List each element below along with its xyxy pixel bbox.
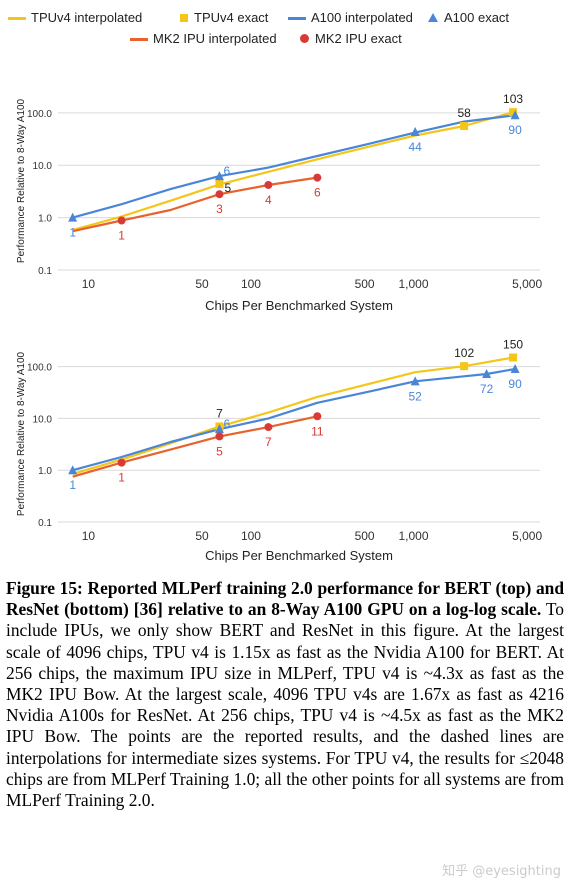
legend-label-a100-interpolated: A100 interpolated (311, 10, 413, 25)
resnet-tpuv4-point-2 (509, 353, 518, 362)
legend-tpuv4-line-swatch (8, 17, 26, 20)
legend-a100-line-swatch (288, 17, 306, 20)
resnet-xtick-0: 10 (82, 529, 96, 543)
resnet-data-label-5: 72 (480, 382, 494, 396)
bert-xtick-2: 100 (241, 277, 261, 291)
resnet-data-label-9: 5 (216, 444, 223, 458)
resnet-mk2-ipu-point-3 (313, 412, 322, 421)
legend-ipu-dot-swatch (300, 34, 309, 43)
resnet-data-label-0: 150 (503, 337, 523, 351)
bert-mk2-ipu-point-0 (117, 216, 126, 225)
legend-tpuv4-square-swatch (180, 14, 188, 22)
legend-label-tpuv4-interpolated: TPUv4 interpolated (31, 10, 143, 25)
resnet-a100-point-3 (482, 369, 492, 379)
resnet-a100-point-2 (410, 376, 420, 386)
resnet-data-label-7: 1 (69, 478, 76, 492)
bert-mk2-ipu-point-1 (215, 190, 224, 199)
bert-data-label-8: 3 (216, 202, 223, 216)
bert-data-label-3: 6 (223, 164, 230, 178)
bert-x-axis-title: Chips Per Benchmarked System (205, 298, 393, 313)
bert-chart: 0.1 1.0 10.0 100.0 10 50 100 500 1,000 5,000 Chips… (16, 92, 542, 313)
bert-data-label-6: 1 (69, 226, 76, 240)
resnet-tpuv4-line (72, 356, 514, 475)
resnet-ytick-2: 10.0 (33, 414, 53, 425)
legend-label-a100-exact: A100 exact (444, 10, 510, 25)
bert-a100-point-3 (510, 110, 520, 120)
bert-mk2-ipu-point-3 (313, 173, 322, 182)
resnet-ytick-1: 1.0 (38, 466, 52, 477)
bert-xtick-4: 1,000 (398, 277, 428, 291)
legend-label-ipu-exact: MK2 IPU exact (315, 31, 402, 46)
bert-data-label-10: 6 (314, 186, 321, 200)
watermark: 知乎 @eyesighting (442, 864, 561, 879)
bert-xtick-5: 5,000 (512, 277, 542, 291)
resnet-mk2-ipu-point-1 (215, 432, 224, 441)
resnet-a100-point-4 (510, 363, 520, 373)
bert-ytick-2: 10.0 (33, 161, 53, 172)
resnet-xtick-3: 500 (355, 529, 375, 543)
bert-tpuv4-line (72, 111, 514, 232)
bert-data-label-4: 44 (409, 140, 423, 154)
resnet-data-label-3: 6 (223, 417, 230, 431)
bert-ytick-3: 100.0 (27, 109, 52, 120)
resnet-a100-line (72, 367, 516, 472)
resnet-xtick-4: 1,000 (398, 529, 428, 543)
bert-tpuv4-point-2 (509, 108, 518, 117)
bert-xtick-3: 500 (355, 277, 375, 291)
resnet-chart: 0.1 1.0 10.0 100.0 10 50 100 500 1,000 5,000 Chips… (16, 337, 542, 563)
resnet-tpuv4-point-1 (460, 362, 469, 371)
resnet-data-label-4: 52 (409, 389, 423, 403)
bert-data-label-7: 1 (118, 229, 125, 243)
resnet-xtick-2: 100 (241, 529, 261, 543)
bert-mk2-ipu-point-2 (264, 180, 273, 189)
legend-label-tpuv4-exact: TPUv4 exact (194, 10, 269, 25)
resnet-mk2-ipu-point-2 (264, 423, 273, 432)
chart-legend: TPUv4 interpolated TPUv4 exact A100 inte… (0, 0, 573, 50)
legend-label-ipu-interpolated: MK2 IPU interpolated (153, 31, 277, 46)
resnet-a100-point-1 (214, 424, 224, 434)
caption-lead: Figure 15: Reported MLPerf training 2.0 … (6, 578, 564, 620)
resnet-xtick-1: 50 (195, 529, 209, 543)
legend-a100-triangle-swatch (428, 13, 438, 22)
bert-tpuv4-point-0 (215, 179, 224, 188)
bert-data-label-9: 4 (265, 193, 272, 207)
bert-ytick-1: 1.0 (38, 214, 52, 225)
resnet-xtick-5: 5,000 (512, 529, 542, 543)
bert-data-label-2: 5 (224, 181, 231, 195)
bert-data-label-1: 58 (457, 106, 471, 120)
bert-a100-point-0 (68, 212, 78, 222)
resnet-ytick-0: 0.1 (38, 518, 52, 529)
resnet-ytick-3: 100.0 (27, 363, 52, 374)
figure-caption: Figure 15: Reported MLPerf training 2.0 … (6, 578, 564, 811)
bert-a100-point-1 (214, 171, 224, 181)
resnet-data-label-11: 11 (311, 424, 324, 438)
bert-a100-line (72, 114, 516, 219)
bert-tpuv4-point-1 (460, 122, 469, 131)
bert-xtick-1: 50 (195, 277, 209, 291)
resnet-data-label-2: 7 (216, 406, 223, 420)
resnet-y-axis-title: Performance Relative to 8-Way A100 (16, 351, 27, 516)
resnet-mk2-ipu-line (72, 415, 318, 478)
bert-y-axis-title: Performance Relative to 8-Way A100 (16, 98, 27, 263)
resnet-x-axis-title: Chips Per Benchmarked System (205, 548, 393, 563)
bert-a100-point-2 (410, 127, 420, 137)
bert-data-label-0: 103 (503, 92, 523, 106)
bert-data-label-5: 90 (508, 123, 522, 137)
bert-xtick-0: 10 (82, 277, 96, 291)
resnet-data-label-6: 90 (508, 377, 522, 391)
legend-ipu-line-swatch (130, 38, 148, 41)
resnet-data-label-8: 1 (118, 471, 125, 485)
caption-body: To include IPUs, we only show BERT and R… (6, 599, 564, 811)
resnet-mk2-ipu-point-0 (117, 458, 126, 467)
resnet-data-label-1: 102 (454, 346, 474, 360)
resnet-data-label-10: 7 (265, 435, 272, 449)
bert-ytick-0: 0.1 (38, 266, 52, 277)
resnet-a100-point-0 (68, 465, 78, 475)
bert-mk2-ipu-line (72, 176, 318, 233)
